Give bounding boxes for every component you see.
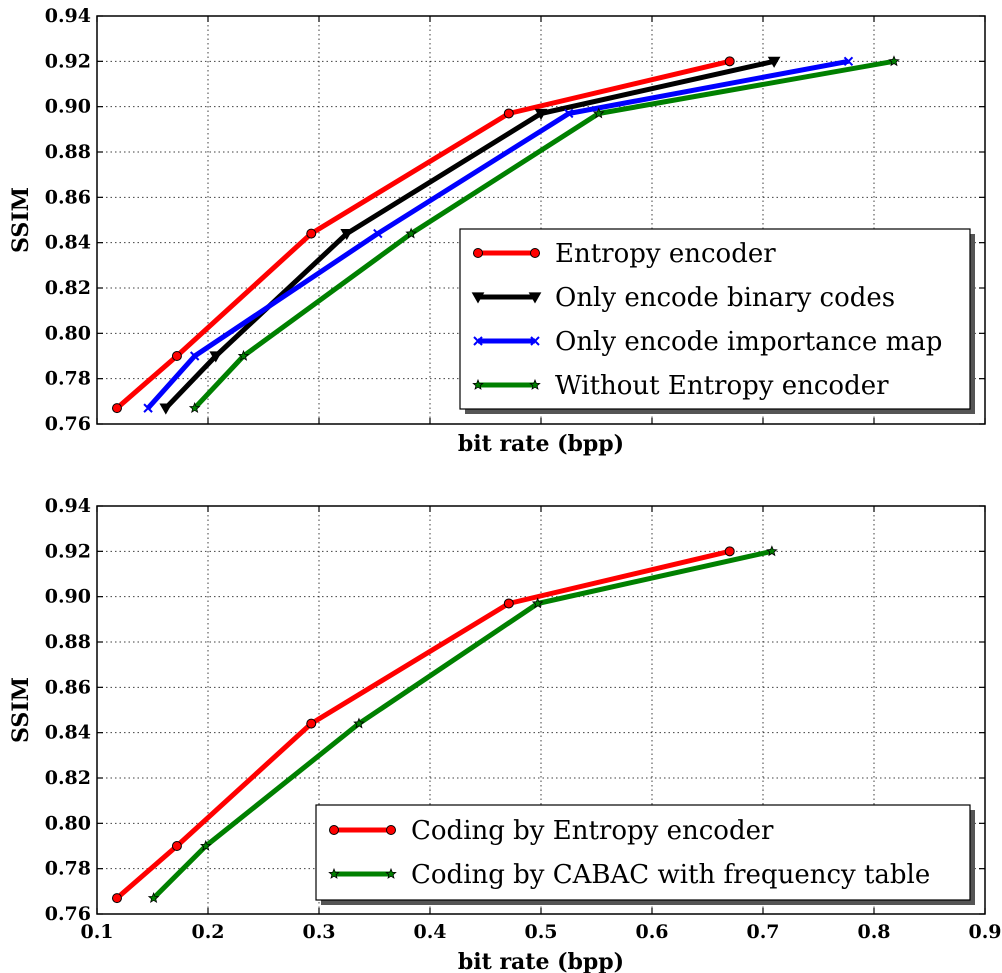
data-point (171, 841, 182, 851)
legend: Entropy encoder Only encode binary codes O… (459, 228, 975, 414)
y-tick-label: 0.76 (45, 903, 91, 925)
y-tick-label: 0.94 (45, 495, 91, 517)
plot-frame (96, 505, 986, 915)
data-point (237, 349, 250, 361)
y-tick-label: 0.76 (45, 413, 91, 435)
data-point (592, 107, 605, 119)
data-point (531, 597, 544, 609)
legend-label-1: Only encode binary codes (555, 283, 895, 313)
y-tick-label: 0.94 (45, 5, 91, 27)
y-tick-label: 0.80 (45, 322, 91, 344)
data-point (306, 718, 317, 729)
data-point (306, 228, 317, 239)
x-tick-label: 0.2 (191, 921, 224, 943)
data-point (111, 893, 122, 904)
y-tick-label: 0.90 (45, 96, 91, 118)
data-point (724, 56, 735, 67)
x-tick-label: 0.5 (524, 921, 557, 943)
x-tick-label: 0.9 (968, 921, 1001, 943)
x-tick-label: 0.1 (80, 921, 113, 943)
data-point (171, 351, 182, 361)
legend-label-0: Entropy encoder (555, 239, 776, 269)
legend-marker (530, 248, 540, 258)
legend-marker (328, 867, 340, 879)
legend-marker (529, 378, 541, 390)
legend-marker (329, 825, 339, 835)
data-point (188, 402, 201, 414)
y-tick-label: 0.78 (45, 368, 91, 390)
x-tick-label: 0.7 (746, 921, 779, 943)
chart-top: 0.76 0.78 0.80 0.82 0.84 0.86 0.88 0.90 0.92 0.94… (8, 5, 986, 457)
data-point (767, 56, 781, 68)
legend-marker (473, 336, 483, 346)
legend-label-1: Coding by CABAC with frequency table (411, 860, 930, 890)
data-point (503, 108, 514, 119)
x-tick-label: 0.6 (635, 921, 668, 943)
legend-marker (471, 292, 485, 304)
data-point (159, 403, 173, 415)
data-point (724, 546, 735, 557)
legend-label-0: Coding by Entropy encoder (411, 816, 774, 846)
y-tick-label: 0.84 (45, 722, 91, 744)
x-axis-label: bit rate (bpp) (458, 949, 624, 973)
y-tick-label: 0.92 (45, 50, 91, 72)
y-axis-label: SSIM (8, 677, 34, 743)
x-axis-label: bit rate (bpp) (458, 431, 624, 457)
legend: Coding by Entropy encoder Coding by CABAC… (315, 804, 975, 905)
data-point (503, 598, 514, 609)
legend-marker (530, 336, 540, 346)
y-tick-label: 0.78 (45, 858, 91, 880)
y-tick-label: 0.86 (45, 186, 91, 208)
data-point (199, 839, 212, 851)
x-tick-label: 0.3 (302, 921, 335, 943)
data-point (147, 892, 160, 904)
y-tick-label: 0.88 (45, 141, 91, 163)
data-point (766, 545, 778, 557)
y-tick-label: 0.88 (45, 631, 91, 653)
legend-box (315, 804, 971, 901)
legend-label-2: Only encode importance map (555, 327, 942, 357)
x-tick-label: 0.8 (857, 921, 890, 943)
legend-marker (385, 867, 397, 879)
data-point (373, 228, 383, 239)
legend-box (459, 228, 971, 410)
legend-label-3: Without Entropy encoder (555, 371, 889, 401)
x-tick-label: 0.4 (413, 921, 446, 943)
data-point (405, 227, 417, 239)
y-tick-label: 0.92 (45, 540, 91, 562)
plot-frame (96, 15, 986, 425)
legend-marker (473, 248, 483, 258)
data-point (209, 351, 223, 363)
data-point (534, 108, 548, 120)
data-point (564, 108, 574, 119)
y-tick-label: 0.80 (45, 812, 91, 834)
y-tick-label: 0.82 (45, 277, 91, 299)
y-axis-label: SSIM (8, 187, 34, 253)
y-tick-label: 0.82 (45, 767, 91, 789)
y-tick-label: 0.90 (45, 586, 91, 608)
legend-marker (472, 378, 484, 390)
data-point (143, 403, 153, 413)
y-tick-label: 0.86 (45, 676, 91, 698)
legend-marker (386, 825, 396, 835)
data-point (353, 717, 365, 729)
data-point (111, 403, 122, 414)
data-point (189, 351, 200, 361)
chart-bottom: 0.76 0.78 0.80 0.82 0.84 0.86 0.88 0.90 0.92 0.94… (8, 495, 1002, 973)
data-point (843, 56, 854, 67)
y-tick-label: 0.84 (45, 232, 91, 254)
data-point (888, 55, 900, 67)
data-point (340, 228, 354, 241)
legend-marker (528, 292, 542, 304)
